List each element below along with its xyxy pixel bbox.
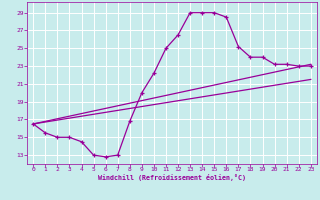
X-axis label: Windchill (Refroidissement éolien,°C): Windchill (Refroidissement éolien,°C): [98, 174, 246, 181]
